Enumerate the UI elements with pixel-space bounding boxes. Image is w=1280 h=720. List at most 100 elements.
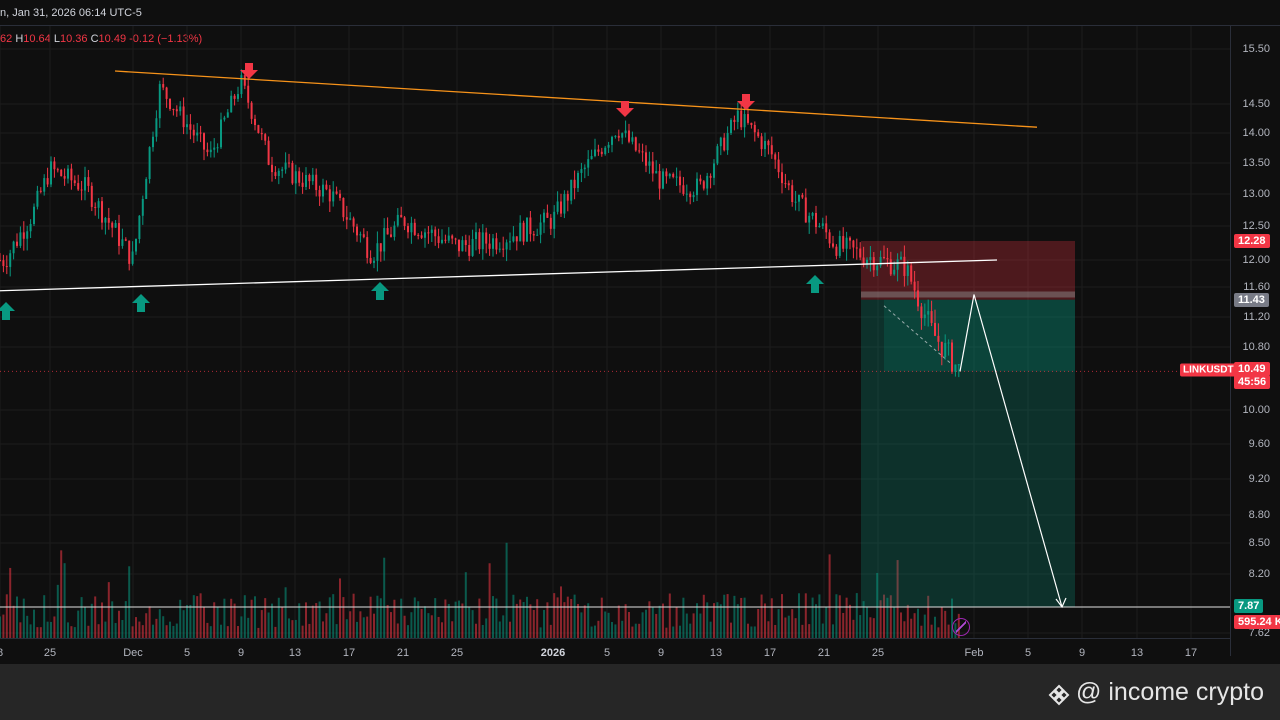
- candle-body: [284, 162, 287, 170]
- time-tick: 9: [1078, 647, 1086, 659]
- volume-bar: [556, 597, 559, 638]
- volume-bar: [60, 550, 63, 638]
- price-badge: 45:56: [1234, 375, 1271, 389]
- candle-body: [910, 265, 913, 282]
- volume-bar: [471, 610, 474, 638]
- candle-body: [672, 173, 675, 178]
- candle-body: [84, 177, 86, 191]
- candle-body: [634, 137, 637, 151]
- candle-body: [638, 150, 641, 152]
- volume-bar: [33, 609, 35, 638]
- candle-body: [883, 256, 885, 259]
- candle-body: [934, 322, 936, 336]
- candle-body: [369, 257, 372, 263]
- volume-bar: [784, 617, 787, 638]
- volume-bar: [390, 612, 392, 638]
- candle-body: [896, 259, 899, 270]
- volume-bar: [135, 617, 137, 638]
- candle-body: [301, 182, 304, 187]
- volume-bar: [896, 560, 899, 638]
- candle-body: [311, 174, 314, 182]
- candle-body: [757, 132, 760, 137]
- candle-body: [753, 125, 756, 133]
- volume-bar: [223, 598, 226, 638]
- time-axis[interactable]: 8 25 Dec 5 9 13 17 21 25 2026 5 9 13 17 21 25 Feb 5 9 13 17: [0, 638, 1230, 663]
- volume-bar: [203, 607, 205, 638]
- candle-body: [767, 140, 770, 146]
- candle-body: [787, 183, 790, 186]
- volume-bar: [852, 619, 855, 638]
- candle-body: [128, 240, 131, 264]
- price-tick: 7.62: [1248, 627, 1270, 639]
- volume-bar: [509, 621, 511, 638]
- volume-bar: [240, 616, 243, 638]
- volume-bar: [220, 624, 222, 638]
- volume-bar: [553, 593, 556, 638]
- candle-body: [50, 161, 52, 185]
- volume-bar: [118, 610, 120, 638]
- volume-bar: [94, 596, 97, 638]
- candle-body: [240, 75, 243, 95]
- volume-bar: [179, 599, 182, 638]
- candle-body: [764, 140, 766, 150]
- volume-bar: [301, 625, 304, 638]
- volume-bar: [165, 625, 168, 638]
- volume-bar: [696, 603, 698, 638]
- candle-body: [135, 238, 137, 252]
- candle-body: [213, 147, 216, 150]
- price-axis[interactable]: 15.50 14.50 14.00 13.50 13.00 12.50 12.00 11.60…: [1230, 26, 1280, 656]
- candle-body: [747, 114, 749, 123]
- volume-bar: [617, 605, 620, 638]
- volume-bar: [862, 601, 865, 638]
- volume-bar: [46, 621, 49, 638]
- candle-body: [179, 106, 182, 112]
- candle-body: [570, 179, 573, 201]
- volume-bar: [811, 597, 814, 638]
- ohlc-close-key: C: [90, 33, 99, 45]
- candle-body: [430, 229, 433, 233]
- volume-bar: [12, 605, 15, 638]
- candle-body: [400, 214, 403, 218]
- candle-body: [485, 232, 488, 244]
- volume-bar: [502, 615, 505, 638]
- candle-body: [611, 136, 613, 145]
- volume-bar: [910, 618, 913, 638]
- volume-bar: [682, 597, 685, 638]
- price-tick: 14.00: [1242, 127, 1270, 139]
- candle-body: [685, 193, 688, 195]
- candle-body: [390, 234, 392, 237]
- candle-body: [220, 119, 222, 148]
- volume-bar: [634, 623, 637, 638]
- candle-body: [886, 258, 889, 260]
- ohlc-close: 10.49: [98, 33, 127, 45]
- candle-body: [298, 171, 301, 183]
- candle-body: [63, 176, 66, 179]
- volume-bar: [19, 622, 22, 638]
- candle-body: [951, 342, 953, 372]
- candle-body: [182, 106, 185, 128]
- lightning-icon[interactable]: [952, 618, 970, 636]
- candle-body: [291, 162, 294, 184]
- ohlc-high: 10.64: [23, 33, 51, 45]
- volume-bar: [736, 604, 739, 638]
- candle-body: [152, 136, 154, 148]
- volume-bar: [294, 619, 297, 638]
- candle-body: [577, 172, 579, 189]
- volume-bar: [424, 606, 426, 638]
- volume-bar: [121, 619, 124, 638]
- price-chart[interactable]: [0, 26, 1230, 656]
- candle-body: [505, 242, 508, 250]
- candle-body: [138, 215, 141, 239]
- price-badge: 11.43: [1234, 293, 1269, 307]
- time-tick: 9: [237, 647, 245, 659]
- candle-body: [740, 110, 743, 128]
- candle-body: [407, 226, 409, 233]
- candle-body: [566, 194, 569, 201]
- candle-body: [104, 217, 107, 223]
- volume-bar: [101, 602, 103, 638]
- candle-body: [526, 217, 528, 242]
- up-arrow-icon: [806, 275, 824, 293]
- volume-bar: [247, 617, 250, 638]
- trendlines: [0, 70, 1230, 609]
- candle-body: [869, 257, 872, 260]
